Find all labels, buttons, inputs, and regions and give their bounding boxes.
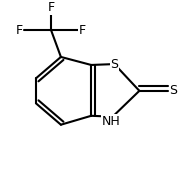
Text: NH: NH (101, 115, 120, 128)
Text: S: S (110, 58, 118, 71)
Text: F: F (79, 24, 86, 37)
Text: F: F (15, 24, 23, 37)
Text: S: S (169, 84, 177, 97)
Text: F: F (48, 1, 55, 14)
